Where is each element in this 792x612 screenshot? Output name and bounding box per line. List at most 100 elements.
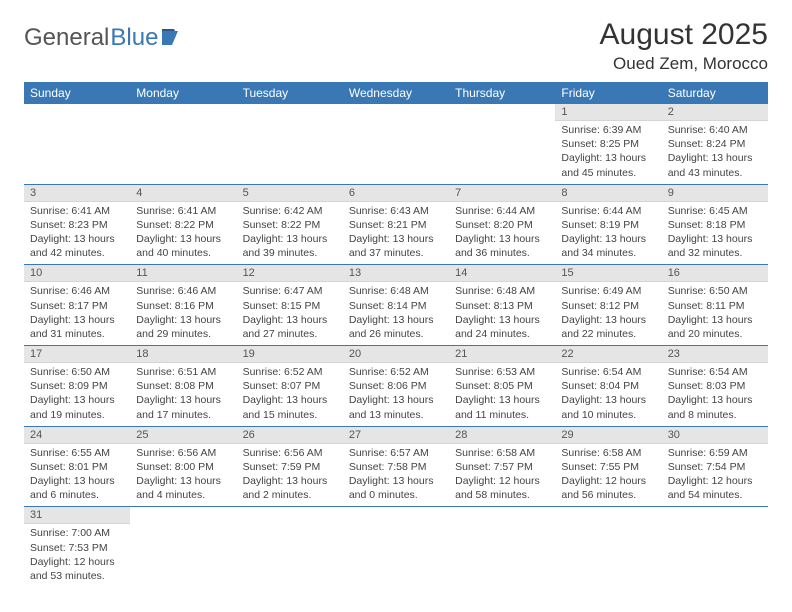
calendar-cell: 15Sunrise: 6:49 AMSunset: 8:12 PMDayligh… bbox=[555, 265, 661, 346]
sunrise-text: Sunrise: 6:40 AM bbox=[668, 123, 762, 137]
calendar-cell: 19Sunrise: 6:52 AMSunset: 8:07 PMDayligh… bbox=[237, 346, 343, 427]
daylight-text-1: Daylight: 13 hours bbox=[455, 313, 549, 327]
day-text: Sunrise: 6:52 AMSunset: 8:07 PMDaylight:… bbox=[237, 363, 343, 426]
sunset-text: Sunset: 7:55 PM bbox=[561, 460, 655, 474]
daylight-text-2: and 34 minutes. bbox=[561, 246, 655, 260]
sunrise-text: Sunrise: 6:53 AM bbox=[455, 365, 549, 379]
daylight-text-1: Daylight: 13 hours bbox=[668, 313, 762, 327]
day-number: 3 bbox=[24, 185, 130, 202]
daylight-text-1: Daylight: 13 hours bbox=[136, 232, 230, 246]
daylight-text-2: and 10 minutes. bbox=[561, 408, 655, 422]
calendar-cell bbox=[662, 507, 768, 587]
day-text: Sunrise: 6:44 AMSunset: 8:20 PMDaylight:… bbox=[449, 202, 555, 265]
sunset-text: Sunset: 8:01 PM bbox=[30, 460, 124, 474]
calendar-page: GeneralBlue August 2025 Oued Zem, Morocc… bbox=[0, 0, 792, 605]
sunrise-text: Sunrise: 6:54 AM bbox=[561, 365, 655, 379]
day-text: Sunrise: 6:39 AMSunset: 8:25 PMDaylight:… bbox=[555, 121, 661, 184]
sunrise-text: Sunrise: 6:43 AM bbox=[349, 204, 443, 218]
sunrise-text: Sunrise: 6:54 AM bbox=[668, 365, 762, 379]
sunset-text: Sunset: 8:18 PM bbox=[668, 218, 762, 232]
day-number: 20 bbox=[343, 346, 449, 363]
daylight-text-1: Daylight: 13 hours bbox=[30, 232, 124, 246]
day-number: 12 bbox=[237, 265, 343, 282]
day-number: 22 bbox=[555, 346, 661, 363]
calendar-week-row: 24Sunrise: 6:55 AMSunset: 8:01 PMDayligh… bbox=[24, 426, 768, 507]
daylight-text-1: Daylight: 13 hours bbox=[561, 393, 655, 407]
day-number: 25 bbox=[130, 427, 236, 444]
daylight-text-2: and 17 minutes. bbox=[136, 408, 230, 422]
day-text: Sunrise: 6:48 AMSunset: 8:13 PMDaylight:… bbox=[449, 282, 555, 345]
calendar-cell bbox=[130, 507, 236, 587]
sunset-text: Sunset: 7:58 PM bbox=[349, 460, 443, 474]
day-number: 31 bbox=[24, 507, 130, 524]
sunrise-text: Sunrise: 6:42 AM bbox=[243, 204, 337, 218]
sunrise-text: Sunrise: 6:58 AM bbox=[561, 446, 655, 460]
day-text: Sunrise: 6:44 AMSunset: 8:19 PMDaylight:… bbox=[555, 202, 661, 265]
daylight-text-2: and 31 minutes. bbox=[30, 327, 124, 341]
day-text: Sunrise: 6:59 AMSunset: 7:54 PMDaylight:… bbox=[662, 444, 768, 507]
calendar-cell: 10Sunrise: 6:46 AMSunset: 8:17 PMDayligh… bbox=[24, 265, 130, 346]
day-number: 1 bbox=[555, 104, 661, 121]
daylight-text-2: and 8 minutes. bbox=[668, 408, 762, 422]
calendar-cell: 28Sunrise: 6:58 AMSunset: 7:57 PMDayligh… bbox=[449, 426, 555, 507]
sunrise-text: Sunrise: 6:57 AM bbox=[349, 446, 443, 460]
day-number: 13 bbox=[343, 265, 449, 282]
daylight-text-1: Daylight: 13 hours bbox=[136, 393, 230, 407]
daylight-text-1: Daylight: 13 hours bbox=[243, 232, 337, 246]
daylight-text-2: and 32 minutes. bbox=[668, 246, 762, 260]
daylight-text-1: Daylight: 13 hours bbox=[243, 474, 337, 488]
weekday-header: Friday bbox=[555, 82, 661, 104]
calendar-week-row: 31Sunrise: 7:00 AMSunset: 7:53 PMDayligh… bbox=[24, 507, 768, 587]
sunset-text: Sunset: 8:08 PM bbox=[136, 379, 230, 393]
day-number: 24 bbox=[24, 427, 130, 444]
month-title: August 2025 bbox=[600, 18, 768, 52]
daylight-text-2: and 42 minutes. bbox=[30, 246, 124, 260]
daylight-text-1: Daylight: 13 hours bbox=[455, 232, 549, 246]
sunrise-text: Sunrise: 6:47 AM bbox=[243, 284, 337, 298]
day-number: 4 bbox=[130, 185, 236, 202]
daylight-text-1: Daylight: 13 hours bbox=[349, 313, 443, 327]
calendar-cell bbox=[237, 104, 343, 184]
day-text: Sunrise: 6:47 AMSunset: 8:15 PMDaylight:… bbox=[237, 282, 343, 345]
day-number: 19 bbox=[237, 346, 343, 363]
sunrise-text: Sunrise: 6:46 AM bbox=[136, 284, 230, 298]
daylight-text-1: Daylight: 13 hours bbox=[243, 393, 337, 407]
calendar-cell bbox=[237, 507, 343, 587]
daylight-text-2: and 58 minutes. bbox=[455, 488, 549, 502]
calendar-cell: 24Sunrise: 6:55 AMSunset: 8:01 PMDayligh… bbox=[24, 426, 130, 507]
logo-text-general: General bbox=[24, 24, 109, 52]
daylight-text-2: and 13 minutes. bbox=[349, 408, 443, 422]
daylight-text-2: and 19 minutes. bbox=[30, 408, 124, 422]
day-text: Sunrise: 6:54 AMSunset: 8:03 PMDaylight:… bbox=[662, 363, 768, 426]
day-number: 15 bbox=[555, 265, 661, 282]
calendar-cell: 11Sunrise: 6:46 AMSunset: 8:16 PMDayligh… bbox=[130, 265, 236, 346]
day-text: Sunrise: 6:58 AMSunset: 7:55 PMDaylight:… bbox=[555, 444, 661, 507]
sunset-text: Sunset: 8:16 PM bbox=[136, 299, 230, 313]
day-number: 27 bbox=[343, 427, 449, 444]
day-number: 9 bbox=[662, 185, 768, 202]
day-text: Sunrise: 6:57 AMSunset: 7:58 PMDaylight:… bbox=[343, 444, 449, 507]
calendar-cell bbox=[343, 507, 449, 587]
sunset-text: Sunset: 8:00 PM bbox=[136, 460, 230, 474]
sunset-text: Sunset: 8:25 PM bbox=[561, 137, 655, 151]
calendar-cell bbox=[343, 104, 449, 184]
daylight-text-1: Daylight: 12 hours bbox=[668, 474, 762, 488]
sunset-text: Sunset: 8:17 PM bbox=[30, 299, 124, 313]
daylight-text-1: Daylight: 12 hours bbox=[561, 474, 655, 488]
daylight-text-1: Daylight: 13 hours bbox=[349, 232, 443, 246]
daylight-text-2: and 53 minutes. bbox=[30, 569, 124, 583]
daylight-text-1: Daylight: 13 hours bbox=[30, 393, 124, 407]
sunrise-text: Sunrise: 6:52 AM bbox=[349, 365, 443, 379]
day-number: 28 bbox=[449, 427, 555, 444]
calendar-cell: 23Sunrise: 6:54 AMSunset: 8:03 PMDayligh… bbox=[662, 346, 768, 427]
day-text: Sunrise: 6:50 AMSunset: 8:11 PMDaylight:… bbox=[662, 282, 768, 345]
daylight-text-1: Daylight: 13 hours bbox=[30, 474, 124, 488]
day-number: 16 bbox=[662, 265, 768, 282]
header: GeneralBlue August 2025 Oued Zem, Morocc… bbox=[24, 18, 768, 74]
sunset-text: Sunset: 7:57 PM bbox=[455, 460, 549, 474]
calendar-cell: 13Sunrise: 6:48 AMSunset: 8:14 PMDayligh… bbox=[343, 265, 449, 346]
daylight-text-1: Daylight: 13 hours bbox=[243, 313, 337, 327]
calendar-cell: 12Sunrise: 6:47 AMSunset: 8:15 PMDayligh… bbox=[237, 265, 343, 346]
sunrise-text: Sunrise: 6:45 AM bbox=[668, 204, 762, 218]
sunset-text: Sunset: 8:23 PM bbox=[30, 218, 124, 232]
